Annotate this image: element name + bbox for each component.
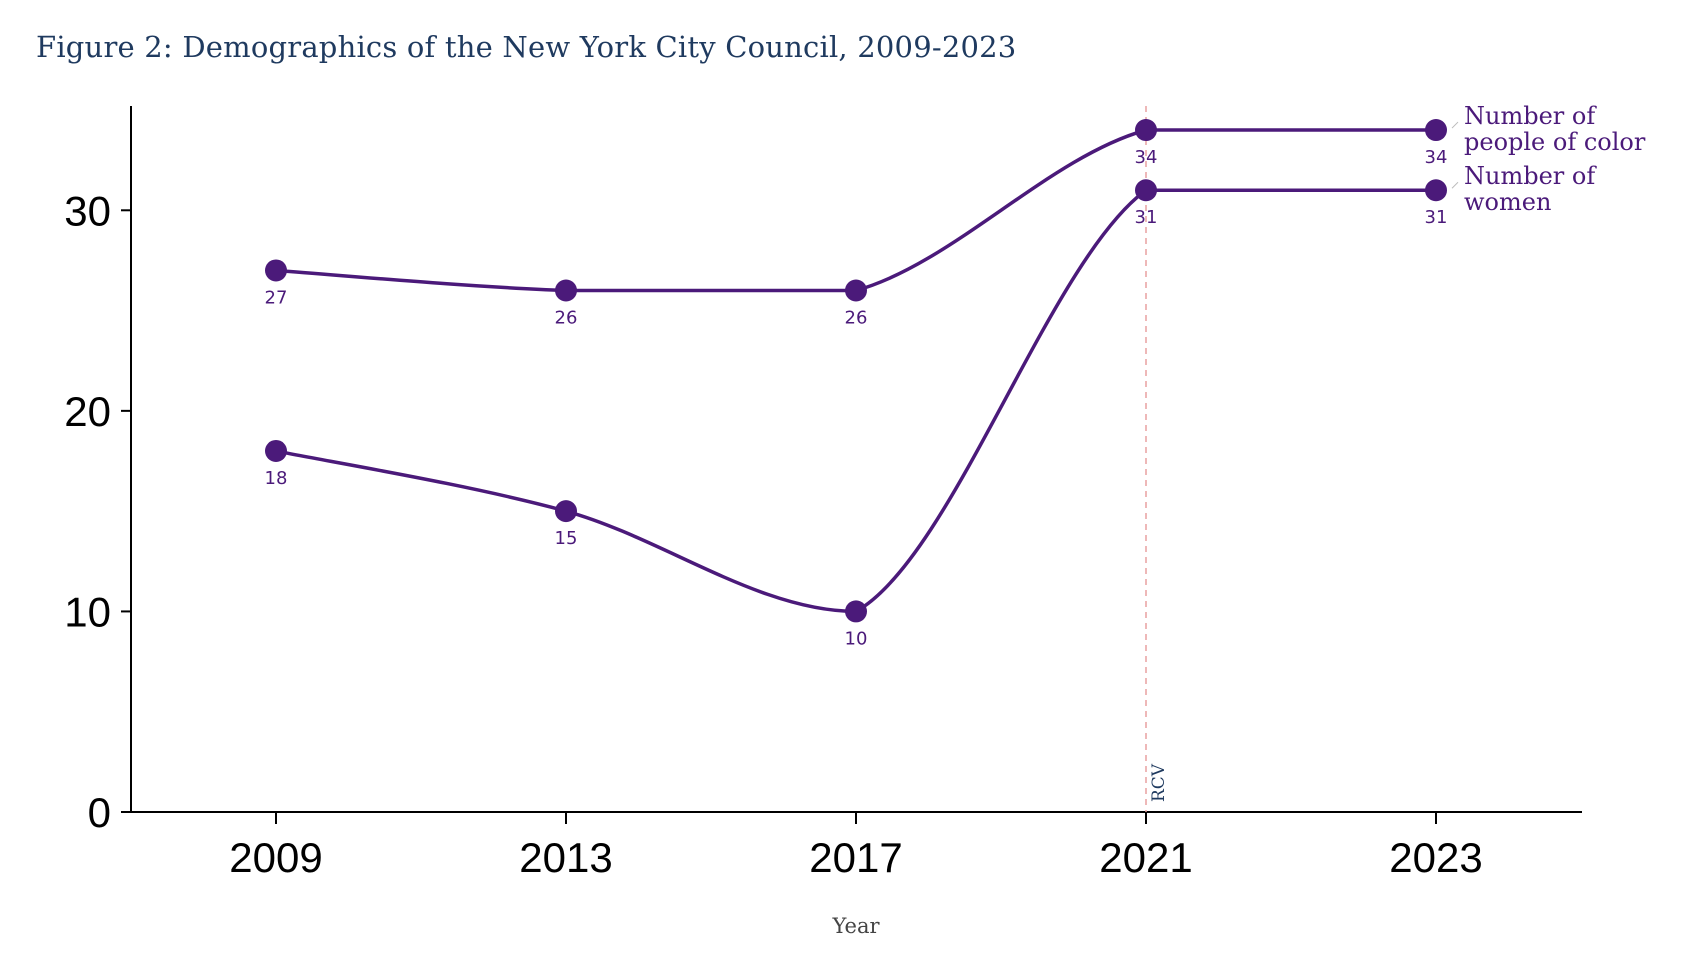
data-point xyxy=(265,439,287,462)
chart-title: Figure 2: Demographics of the New York C… xyxy=(36,30,1017,64)
data-label: 10 xyxy=(845,628,868,649)
x-tick-label: 2021 xyxy=(1099,834,1192,881)
series-name-label: Number of xyxy=(1464,162,1597,190)
data-point xyxy=(1135,179,1157,202)
x-axis-label: Year xyxy=(831,914,880,938)
series-lines xyxy=(275,128,1436,614)
data-point xyxy=(845,279,867,302)
data-point xyxy=(555,500,577,523)
series-line-1 xyxy=(275,188,1436,614)
data-label: 31 xyxy=(1425,207,1448,228)
x-tick-label: 2023 xyxy=(1389,834,1482,881)
data-point xyxy=(555,279,577,302)
x-tick-label: 2009 xyxy=(229,834,322,881)
data-label: 26 xyxy=(555,308,578,329)
data-label: 34 xyxy=(1135,147,1158,168)
series-name-label: Number of xyxy=(1464,102,1597,130)
data-label: 34 xyxy=(1425,147,1448,168)
data-label: 27 xyxy=(265,287,288,308)
data-label: 26 xyxy=(845,308,868,329)
axes: 0 10 20 30 2009 2013 2017 2021 2023 Year xyxy=(64,106,1582,938)
data-points xyxy=(265,119,1447,623)
series-label-leader xyxy=(1451,121,1459,129)
data-point xyxy=(1425,179,1447,202)
y-tick-label: 0 xyxy=(88,789,111,836)
series-name-label: women xyxy=(1464,188,1551,216)
data-point xyxy=(265,259,287,282)
data-label: 18 xyxy=(265,468,288,489)
y-tick-label: 20 xyxy=(64,388,111,435)
x-tick-label: 2017 xyxy=(809,834,902,881)
data-label: 15 xyxy=(555,528,578,549)
x-tick-label: 2013 xyxy=(519,834,612,881)
series-name-label: people of color xyxy=(1464,128,1646,156)
rcv-annotation-label: RCV xyxy=(1149,763,1169,802)
y-tick-label: 30 xyxy=(64,187,111,234)
annotations: RCV xyxy=(1145,106,1169,812)
data-point xyxy=(1425,119,1447,142)
data-point xyxy=(1135,119,1157,142)
series-line-0 xyxy=(275,128,1436,293)
data-point xyxy=(845,600,867,623)
y-tick-label: 10 xyxy=(64,588,111,635)
series-label-leader xyxy=(1451,181,1459,189)
data-label: 31 xyxy=(1135,207,1158,228)
